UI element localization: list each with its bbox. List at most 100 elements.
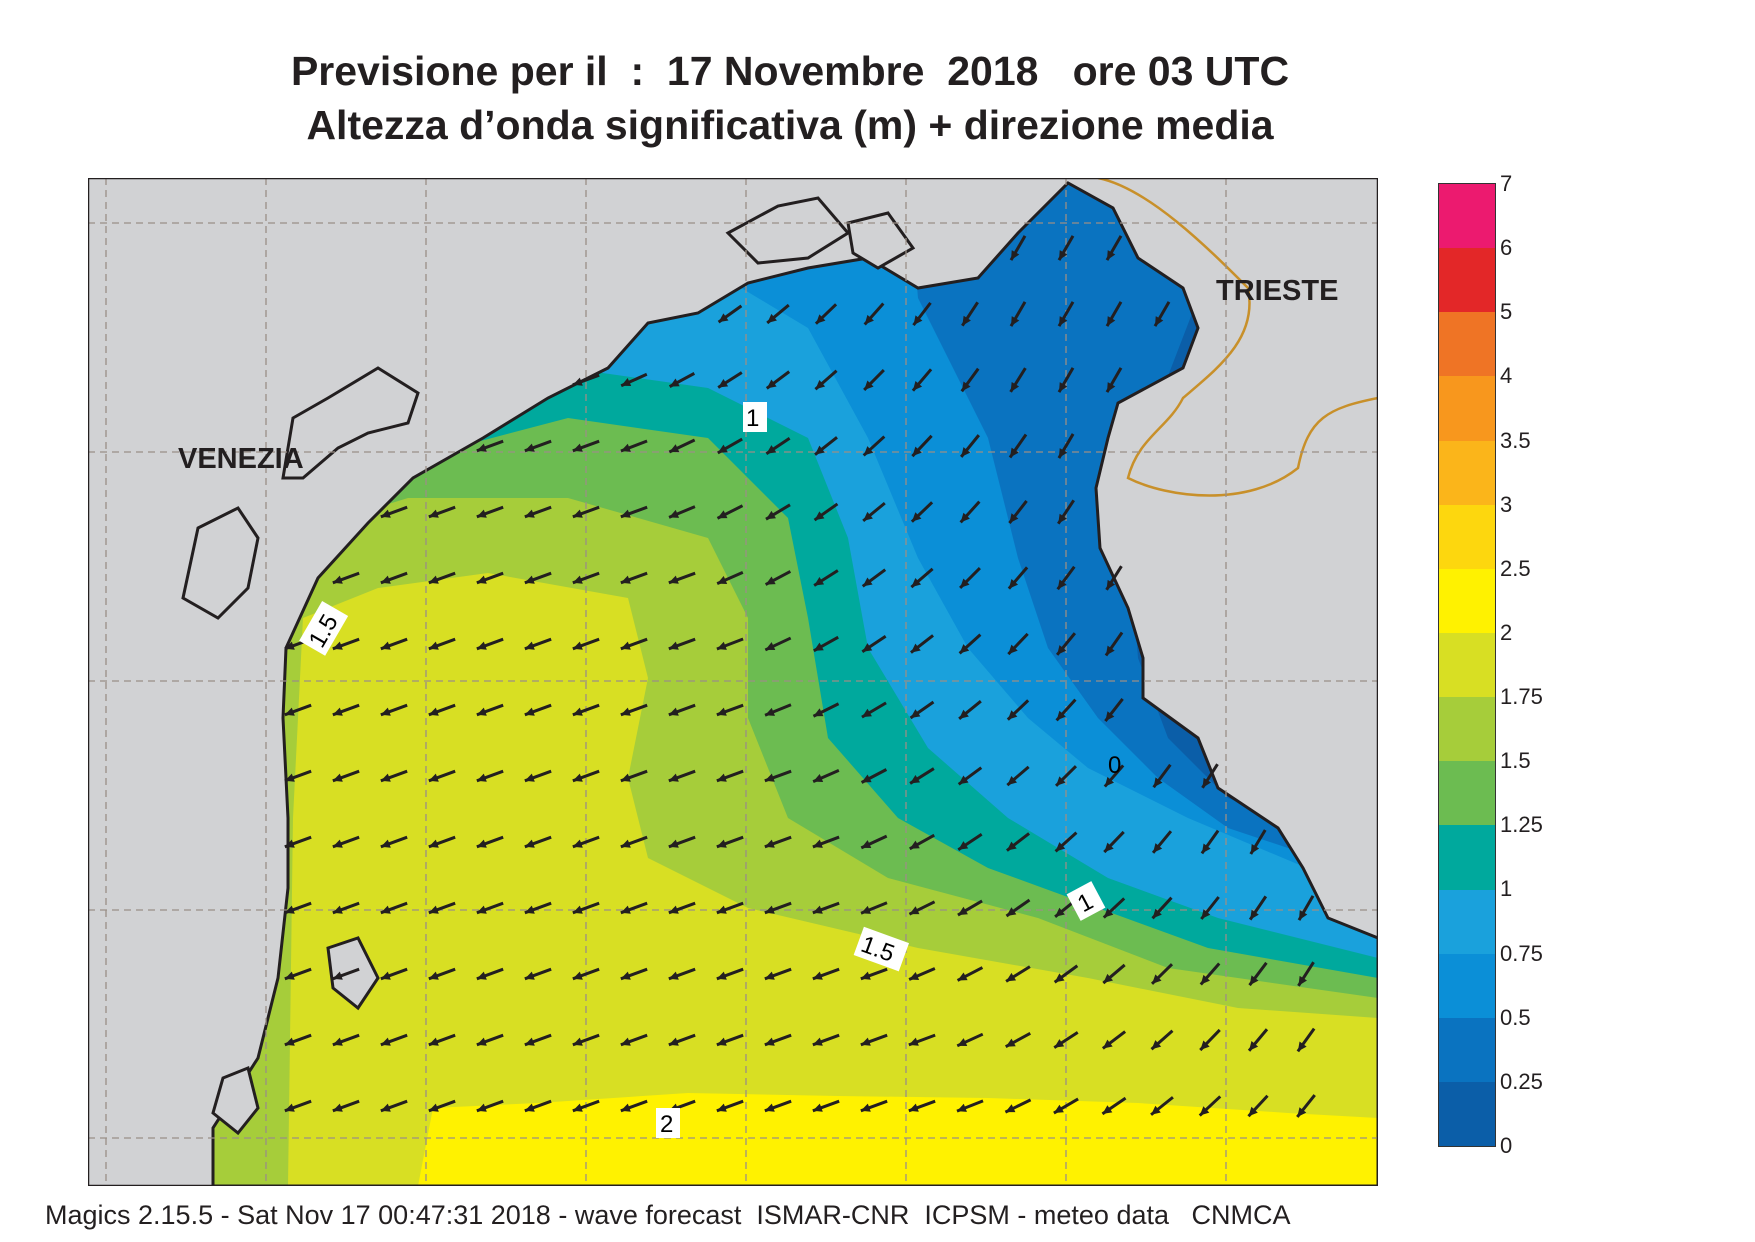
wave-direction-arrowhead <box>1151 1105 1161 1115</box>
wave-direction-arrowhead <box>718 313 729 323</box>
wave-direction-arrowhead <box>1104 842 1114 853</box>
wave-direction-arrowhead <box>718 379 729 388</box>
wave-direction-arrowhead <box>960 512 970 523</box>
wave-direction-arrowhead <box>1249 975 1259 986</box>
wave-direction-arrowhead <box>476 839 487 848</box>
wave-direction-arrowhead <box>1103 973 1113 984</box>
wave-direction-arrowhead <box>428 707 439 716</box>
national-border <box>1097 178 1378 497</box>
scale-swatch <box>1439 440 1495 505</box>
scale-swatch <box>1439 312 1495 377</box>
contour-label-2-south: 2 <box>656 1108 680 1138</box>
wave-direction-arrowhead <box>1201 843 1211 854</box>
lagoon-island <box>181 506 260 620</box>
wave-direction-arrowhead <box>764 839 775 848</box>
wave-direction-arrowhead <box>1059 250 1068 261</box>
wave-direction-arrowhead <box>863 446 874 456</box>
wave-direction-arrowhead <box>862 643 873 652</box>
map-frame <box>88 178 1378 1186</box>
marano-lagoon <box>846 211 916 270</box>
wave-direction-arrowhead <box>1006 972 1017 982</box>
wave-direction-arrowhead <box>524 1103 535 1112</box>
wave-direction-arrowhead <box>284 773 295 782</box>
scale-swatch <box>1439 504 1495 569</box>
wave-direction-arrowhead <box>1107 250 1116 261</box>
wave-direction-arrowhead <box>284 1037 295 1046</box>
wave-direction-arrowhead <box>476 773 487 782</box>
wave-direction-arrowhead <box>620 575 631 584</box>
wave-direction-arrowhead <box>764 905 775 914</box>
wave-direction-arrowhead <box>1155 316 1164 327</box>
wave-direction-arrowhead <box>428 641 439 650</box>
wave-direction-arrowhead <box>1103 908 1114 918</box>
wave-direction-arrowhead <box>380 1103 391 1112</box>
wave-direction-arrowhead <box>1151 1040 1162 1050</box>
wave-direction-arrowhead <box>764 971 775 980</box>
wave-direction-arrowhead <box>476 443 487 452</box>
wave-direction-arrowhead <box>284 707 295 716</box>
wave-direction-arrowhead <box>1105 645 1115 656</box>
wave-direction-arrowhead <box>812 905 823 914</box>
wave-direction-arrowhead <box>961 447 971 457</box>
wave-direction-arrowhead <box>620 707 631 716</box>
wave-direction-arrowhead <box>1056 710 1066 721</box>
contour-label-0-east: 0 <box>1108 752 1121 779</box>
wave-direction-arrowhead <box>1011 316 1020 327</box>
wave-direction-arrowhead <box>717 444 728 453</box>
wave-direction-arrowhead <box>524 773 535 782</box>
wave-direction-arrowhead <box>860 971 871 980</box>
scale-swatch <box>1439 248 1495 313</box>
wave-direction-arrowhead <box>572 443 583 452</box>
graticule <box>88 178 1378 1186</box>
wave-direction-arrowhead <box>960 578 970 588</box>
wave-direction-arrowhead <box>284 839 295 848</box>
wave-direction-arrowhead <box>864 314 874 325</box>
wave-direction-arrowhead <box>380 641 391 650</box>
wave-direction-arrowhead <box>815 380 826 390</box>
wave-direction-arrowhead <box>1058 513 1067 524</box>
wave-direction-arrowhead <box>572 773 583 782</box>
wave-direction-arrowhead <box>716 707 727 716</box>
wave-direction-arrowhead <box>572 905 583 914</box>
wave-direction-arrowhead <box>524 443 535 452</box>
color-scale-bar <box>1438 183 1496 1147</box>
wave-direction-arrowhead <box>524 509 535 518</box>
wave-direction-arrowhead <box>1153 777 1163 788</box>
wave-direction-arrowhead <box>620 641 631 650</box>
wave-direction-arrowhead <box>524 971 535 980</box>
wave-direction-arrowhead <box>1059 382 1068 393</box>
wave-direction-arrowhead <box>668 905 679 914</box>
wave-direction-arrowhead <box>911 577 922 588</box>
wave-direction-arrowhead <box>1102 1105 1113 1114</box>
wave-direction-arrowhead <box>813 773 824 782</box>
wave-direction-arrowhead <box>957 1038 968 1047</box>
scale-swatch <box>1439 376 1495 441</box>
wave-direction-arrowhead <box>908 1103 919 1112</box>
wave-direction-arrowhead <box>620 1037 631 1046</box>
wave-direction-arrowhead <box>717 510 728 519</box>
wave-direction-arrowhead <box>428 905 439 914</box>
wave-direction-arrowhead <box>959 709 969 719</box>
wave-direction-arrowhead <box>1006 841 1017 851</box>
contour-label-1-north: 1 <box>743 402 767 432</box>
wave-direction-arrowhead <box>1008 644 1018 655</box>
wave-direction-arrowhead <box>332 839 343 848</box>
scale-tick-label: 0.75 <box>1500 940 1543 966</box>
wave-direction-arrowhead <box>284 971 295 980</box>
wave-direction-arrowhead <box>1005 1038 1016 1047</box>
wave-direction-arrowhead <box>1055 842 1066 852</box>
wave-direction-arrowhead <box>524 641 535 650</box>
city-label-venezia: VENEZIA <box>178 443 304 475</box>
wave-direction-arrowhead <box>1053 1104 1064 1114</box>
wave-direction-arrowhead <box>332 773 343 782</box>
wave-direction-arrowhead <box>620 905 631 914</box>
wave-direction-arrowhead <box>572 377 583 386</box>
scale-tick-label: 7 <box>1500 171 1513 196</box>
forecast-subtitle: Altezza d’onda significativa (m) + direz… <box>306 102 1274 148</box>
wave-direction-arrowhead <box>380 905 391 914</box>
wave-direction-arrowhead <box>380 575 391 584</box>
wave-direction-arrowhead <box>957 906 968 916</box>
scale-tick-label: 3 <box>1500 491 1513 517</box>
wave-direction-arrowhead <box>572 641 583 650</box>
wave-direction-arrowhead <box>476 971 487 980</box>
